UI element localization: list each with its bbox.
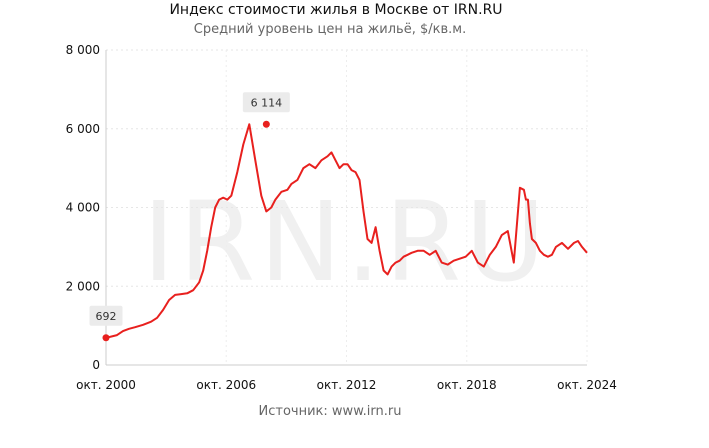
y-tick-label: 4 000 <box>66 201 100 215</box>
source-label: Источник: www.irn.ru <box>259 404 402 419</box>
y-tick-label: 8 000 <box>66 43 100 57</box>
annotation-label-1: 6 114 <box>251 96 283 109</box>
x-tick-label: окт. 2012 <box>317 378 377 392</box>
annotations: 692 6 114 <box>89 92 290 342</box>
annotation-box-1 <box>242 92 290 113</box>
annotation-box-0 <box>89 305 123 326</box>
annotation-label-0: 692 <box>96 310 117 323</box>
x-tick-label: окт. 2006 <box>196 378 256 392</box>
y-tick-label: 6 000 <box>66 122 100 136</box>
series-line-0 <box>105 123 588 339</box>
annotation-point-0 <box>102 334 110 342</box>
annotation-point-1 <box>262 120 270 128</box>
y-axis: 0 2 000 4 000 6 000 8 000 <box>66 43 107 372</box>
x-tick-label: окт. 2000 <box>76 378 136 392</box>
chart-subtitle: Средний уровень цен на жильё, $/кв.м. <box>194 22 466 37</box>
plot-area <box>105 123 588 339</box>
y-tick-label: 0 <box>92 358 100 372</box>
y-tick-label: 2 000 <box>66 279 100 293</box>
x-tick-label: окт. 2018 <box>437 378 497 392</box>
x-tick-label: окт. 2024 <box>557 378 617 392</box>
chart-title: Индекс стоимости жилья в Москве от IRN.R… <box>169 2 502 18</box>
x-axis: окт. 2000 окт. 2006 окт. 2012 окт. 2018 окт.… <box>76 364 617 392</box>
